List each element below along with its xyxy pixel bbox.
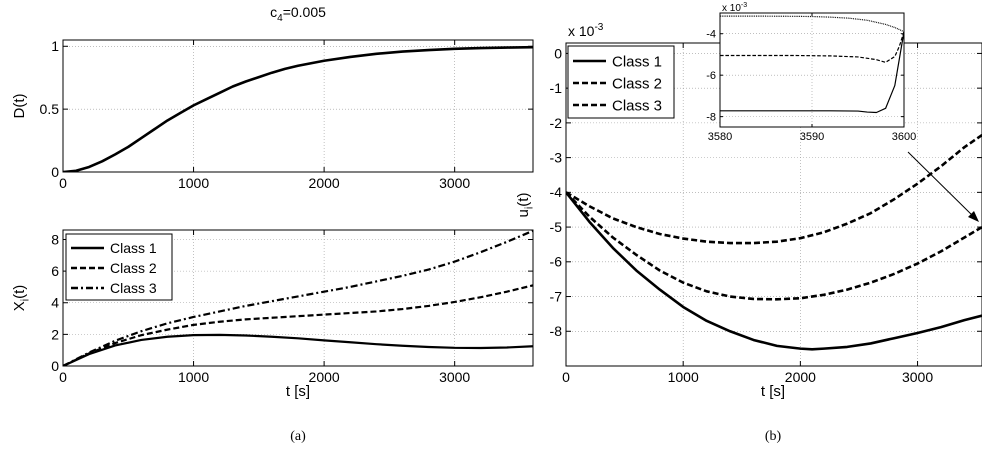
y-tick-label: -6 bbox=[550, 254, 563, 270]
y-tick-label: -4 bbox=[706, 29, 716, 41]
inset-scale-base: x 10 bbox=[722, 3, 741, 14]
x-tick-label: 3000 bbox=[439, 369, 470, 385]
y-tick-label: -8 bbox=[550, 323, 563, 339]
y-axis-label: Xi(t) bbox=[11, 285, 32, 312]
y-tick-label: 2 bbox=[51, 326, 59, 342]
x-tick-label: 1000 bbox=[178, 175, 209, 191]
y-tick-label: 0 bbox=[51, 164, 59, 180]
zoom-arrow-line bbox=[907, 151, 976, 219]
y-tick-label: -8 bbox=[706, 111, 716, 123]
y-tick-label: 8 bbox=[51, 231, 59, 247]
series-line-1 bbox=[720, 31, 904, 114]
x-tick-label: 2000 bbox=[309, 369, 340, 385]
x-tick-label: 3600 bbox=[892, 131, 916, 143]
y-axis-label: ui(t) bbox=[515, 193, 536, 218]
y-tick-label: -3 bbox=[550, 150, 563, 166]
legend-label-2: Class 2 bbox=[110, 260, 157, 276]
series-line-2 bbox=[566, 191, 982, 301]
panel-bottom-left: 0 1000 2000 3000 0 2 4 6 8 Xi(t) t [s] Class 1 Class… bbox=[11, 229, 534, 400]
chart-title-main: c bbox=[270, 4, 277, 20]
series-line-2 bbox=[63, 284, 533, 366]
x-tick-label: 3000 bbox=[439, 175, 470, 191]
legend-label-1: Class 1 bbox=[612, 53, 662, 70]
y-tick-label: -2 bbox=[550, 115, 563, 131]
y-axis-label-main: X bbox=[11, 301, 28, 311]
legend-label-3: Class 3 bbox=[110, 280, 157, 296]
caption-b: (b) bbox=[765, 429, 782, 444]
y-tick-label: -6 bbox=[706, 70, 716, 82]
x-tick-label: 0 bbox=[562, 369, 570, 385]
legend-label-1: Class 1 bbox=[110, 240, 157, 256]
inset-scale-exponent: -3 bbox=[741, 2, 747, 9]
caption-a: (a) bbox=[290, 429, 306, 444]
chart-title: c4=0.005 bbox=[270, 4, 326, 24]
x-tick-label: 1000 bbox=[178, 369, 209, 385]
legend-label-2: Class 2 bbox=[612, 75, 662, 92]
y-tick-label: -5 bbox=[550, 219, 563, 235]
series-line-3 bbox=[566, 133, 982, 245]
axes-frame bbox=[62, 39, 534, 173]
y-tick-label: 6 bbox=[51, 263, 59, 279]
series-line-1 bbox=[63, 45, 533, 172]
y-axis-label-rest: (t) bbox=[515, 193, 532, 207]
x-tick-label: 0 bbox=[59, 369, 67, 385]
panel-right: 0 1000 2000 3000 0 -1 -2 -3 -4 -5 -6 -7 -8 ui(t) t [s]… bbox=[515, 22, 982, 400]
axis-scale-base: x 10 bbox=[568, 23, 595, 39]
x-tick-label: 1000 bbox=[668, 369, 699, 385]
legend-label-3: Class 3 bbox=[612, 97, 662, 114]
y-tick-label: -1 bbox=[550, 80, 563, 96]
x-axis-label: t [s] bbox=[286, 383, 310, 400]
y-axis-label-main: u bbox=[515, 209, 532, 217]
y-tick-label: 0 bbox=[554, 45, 562, 61]
x-tick-label: 3580 bbox=[708, 131, 732, 143]
axes-frame bbox=[62, 229, 534, 367]
chart-title-sub: 4 bbox=[277, 13, 283, 24]
y-tick-label: 0 bbox=[51, 358, 59, 374]
y-tick-label: 4 bbox=[51, 295, 59, 311]
panel-inset: 3580 3590 3600 -4 -6 -8 x 10-3 bbox=[706, 2, 916, 143]
series-line-1 bbox=[566, 191, 982, 351]
panel-top-left: 0 1000 2000 3000 0 0.5 1 c4=0.005 D(t) bbox=[11, 4, 534, 191]
y-tick-label: -7 bbox=[550, 288, 563, 304]
y-tick-label: 0.5 bbox=[40, 101, 60, 117]
inset-scale-label: x 10-3 bbox=[722, 2, 747, 14]
plot-area bbox=[63, 40, 533, 172]
y-axis-label-sub: i bbox=[20, 299, 32, 301]
y-axis-label-rest: (t) bbox=[11, 285, 28, 299]
series-line-3 bbox=[63, 230, 533, 366]
series-line-2 bbox=[720, 31, 904, 63]
series-line-3 bbox=[720, 15, 904, 33]
y-axis-label-sub: i bbox=[524, 207, 536, 209]
axis-scale-label: x 10-3 bbox=[568, 22, 604, 39]
chart-title-rest: =0.005 bbox=[283, 4, 326, 20]
x-tick-label: 3590 bbox=[800, 131, 824, 143]
y-axis-label: D(t) bbox=[11, 94, 28, 119]
x-tick-label: 3000 bbox=[902, 369, 933, 385]
series-line-1 bbox=[63, 333, 533, 366]
x-tick-label: 2000 bbox=[309, 175, 340, 191]
x-axis-label: t [s] bbox=[761, 383, 785, 400]
axis-scale-exponent: -3 bbox=[594, 22, 603, 33]
zoom-arrow-head bbox=[968, 211, 979, 222]
x-tick-label: 2000 bbox=[785, 369, 816, 385]
y-tick-label: -4 bbox=[550, 184, 563, 200]
x-tick-label: 0 bbox=[59, 175, 67, 191]
y-tick-label: 1 bbox=[51, 38, 59, 54]
